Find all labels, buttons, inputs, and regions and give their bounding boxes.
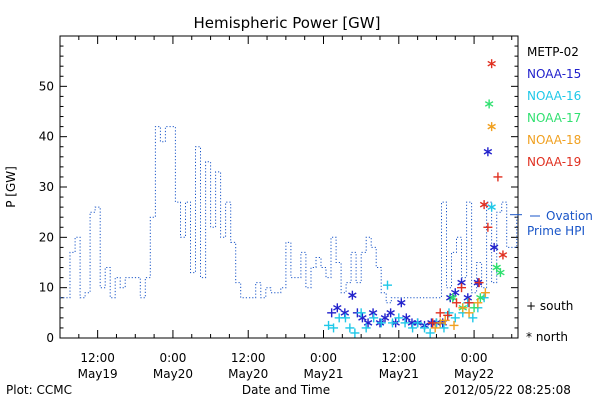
y-tick-label: 0: [46, 331, 54, 345]
north-marker: [358, 313, 367, 323]
x-tick-label-date: May21: [303, 367, 343, 381]
south-marker: [350, 328, 360, 338]
north-marker: [402, 313, 411, 323]
south-marker: [388, 318, 398, 328]
y-tick-label: 40: [39, 130, 54, 144]
south-marker: [440, 315, 450, 325]
x-axis-label: Date and Time: [242, 383, 330, 397]
marker-legend: + south * north: [526, 299, 573, 344]
x-tick-label-time: 0:00: [310, 351, 337, 365]
south-marker: [345, 323, 355, 333]
south-marker: [361, 323, 371, 333]
north-marker: [484, 99, 494, 109]
south-marker: [369, 313, 379, 323]
south-marker: [474, 278, 484, 288]
south-marker: [469, 303, 479, 313]
x-tick-label-time: 12:00: [381, 351, 416, 365]
north-marker: [363, 318, 373, 328]
north-marker: [333, 303, 342, 313]
x-tick-label-date: May21: [379, 367, 419, 381]
north-marker: [487, 122, 496, 132]
south-marker: [483, 222, 493, 232]
south-marker: [435, 308, 445, 318]
x-tick-label-time: 12:00: [231, 351, 266, 365]
south-marker: [464, 308, 474, 318]
north-marker: [483, 147, 493, 157]
north-marker: [448, 293, 457, 303]
x-tick-label-date: May20: [228, 367, 268, 381]
north-marker: [380, 313, 390, 323]
south-marker: [400, 318, 410, 328]
north-marker: [498, 250, 508, 260]
north-marker: [487, 59, 496, 69]
south-marker: [468, 313, 478, 323]
ovation-label-line-2: Prime HPI: [527, 224, 585, 238]
south-marker: [413, 318, 423, 328]
plot-credit: Plot: CCMC: [6, 383, 72, 397]
ovation-prime-line: [60, 126, 518, 304]
y-axis: 0 10 20 30 40 50: [39, 35, 518, 345]
south-marker: [425, 328, 435, 338]
south-marker: [457, 283, 467, 293]
marker-legend-entry: * north: [526, 330, 568, 344]
chart-title: Hemispheric Power [GW]: [194, 14, 381, 32]
south-marker: [327, 308, 337, 318]
north-marker: [487, 202, 496, 212]
north-marker: [386, 308, 395, 318]
south-marker: [324, 320, 334, 330]
north-marker: [496, 268, 505, 278]
south-marker: [340, 313, 350, 323]
x-tick-label-date: May20: [153, 367, 193, 381]
south-marker: [493, 172, 503, 182]
y-axis-label: P [GW]: [4, 166, 18, 208]
y-tick-label: 20: [39, 230, 54, 244]
legend-entry: NOAA-16: [527, 89, 581, 103]
north-marker: [348, 290, 357, 300]
y-tick-label: 30: [39, 180, 54, 194]
legend: METP-02 NOAA-15 NOAA-16 NOAA-17 NOAA-18 NOAA-…: [527, 45, 581, 169]
legend-entry: NOAA-17: [527, 111, 581, 125]
south-marker: [430, 323, 440, 333]
legend-entry: METP-02: [527, 45, 579, 59]
marker-legend-entry: + south: [526, 299, 573, 313]
south-marker: [428, 318, 438, 328]
north-marker: [479, 200, 489, 210]
south-marker: [356, 308, 366, 318]
y-tick-label: 50: [39, 79, 54, 93]
x-tick-label-date: May19: [78, 367, 118, 381]
south-marker: [376, 318, 386, 328]
x-tick-label-time: 0:00: [159, 351, 186, 365]
south-marker: [452, 298, 462, 308]
ovation-label: Ovation: [546, 209, 593, 223]
south-marker: [458, 303, 468, 313]
south-marker: [329, 323, 339, 333]
plot-frame: [59, 35, 519, 339]
x-tick-label-date: May22: [454, 367, 494, 381]
x-tick-label-time: 12:00: [80, 351, 115, 365]
x-tick-label-time: 0:00: [461, 351, 488, 365]
south-marker: [420, 323, 430, 333]
legend-entry: NOAA-19: [527, 155, 581, 169]
x-axis: 12:00 May19 0:00 May20 12:00 May20 0:00 May21 12…: [78, 36, 513, 381]
satellite-markers: [324, 59, 508, 338]
north-marker: [489, 242, 499, 252]
north-marker: [397, 298, 406, 308]
south-marker: [450, 313, 460, 323]
y-tick-label: 10: [39, 281, 54, 295]
plot-timestamp: 2012/05/22 08:25:08: [444, 383, 571, 397]
south-marker: [394, 313, 404, 323]
south-marker: [383, 280, 393, 290]
legend-entry: NOAA-15: [527, 67, 581, 81]
south-marker: [473, 298, 483, 308]
south-marker: [439, 323, 449, 333]
south-marker: [443, 310, 453, 320]
south-marker: [480, 288, 490, 298]
south-marker: [408, 323, 418, 333]
south-marker: [435, 318, 445, 328]
south-marker: [464, 298, 474, 308]
legend-entry: NOAA-18: [527, 133, 581, 147]
south-marker: [449, 320, 459, 330]
